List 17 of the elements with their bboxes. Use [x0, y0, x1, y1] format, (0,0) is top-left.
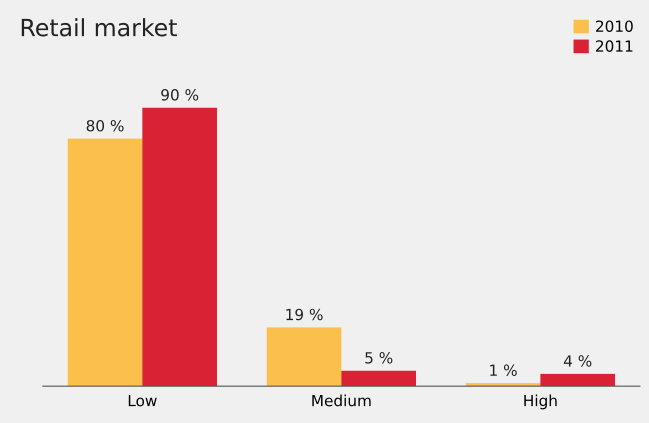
legend-label: 2010: [596, 20, 633, 32]
bar: [341, 370, 416, 386]
x-tick-label: High: [524, 394, 557, 410]
chart-title: Retail market: [22, 18, 177, 36]
x-tick-label: Low: [128, 395, 157, 406]
legend-label: 2011: [596, 40, 632, 52]
bar: [68, 138, 142, 386]
data-label: 5 %: [365, 352, 392, 364]
data-label: 19 %: [286, 308, 323, 320]
data-label: 4 %: [564, 355, 592, 367]
bar: [540, 374, 616, 386]
data-label: 80 %: [86, 120, 124, 132]
bar: [142, 108, 217, 386]
x-tick-label: Medium: [312, 394, 371, 406]
data-label: 90 %: [161, 89, 198, 101]
bar: [266, 327, 342, 386]
data-label: 1 %: [490, 364, 517, 376]
